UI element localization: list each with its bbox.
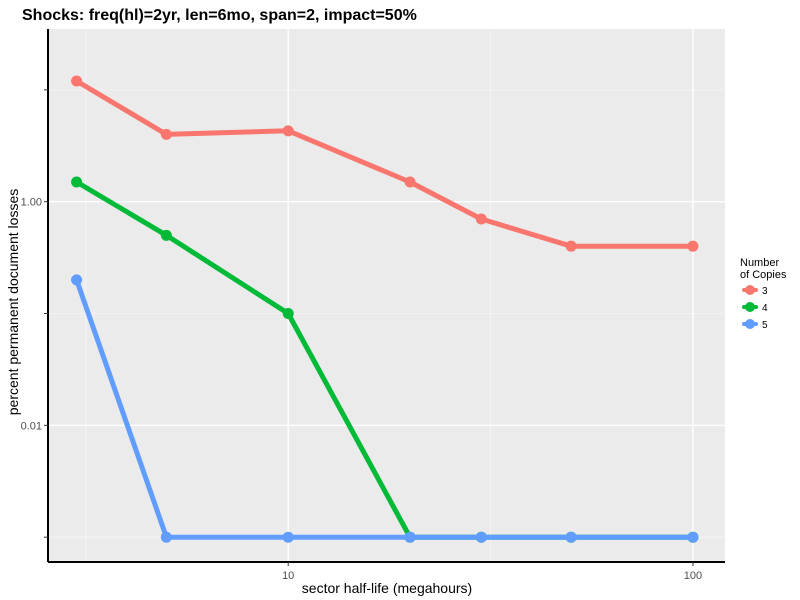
legend-key-point-5	[745, 319, 755, 329]
data-point-5	[282, 531, 294, 543]
plot-panel	[48, 29, 725, 562]
x-axis-title: sector half-life (megahours)	[302, 580, 472, 596]
chart-title: Shocks: freq(hl)=2yr, len=6mo, span=2, i…	[22, 7, 417, 24]
data-point-3	[282, 125, 294, 137]
data-point-3	[565, 240, 577, 252]
data-point-5	[565, 531, 577, 543]
legend-label-3: 3	[762, 286, 768, 297]
data-point-5	[475, 531, 487, 543]
data-point-3	[687, 240, 699, 252]
x-tick-label: 100	[684, 570, 702, 582]
data-point-4	[160, 229, 172, 241]
data-point-5	[71, 274, 83, 286]
legend-title: Number	[740, 257, 779, 269]
data-point-3	[404, 176, 416, 188]
y-tick-label: 1.00	[21, 197, 42, 209]
legend-label-4: 4	[762, 303, 768, 314]
data-point-3	[475, 213, 487, 225]
legend-title: of Copies	[740, 269, 787, 281]
data-point-4	[71, 176, 83, 188]
x-tick-label: 10	[282, 570, 294, 582]
data-point-3	[160, 128, 172, 140]
data-point-5	[687, 531, 699, 543]
data-point-5	[404, 531, 416, 543]
legend-key-point-4	[745, 302, 755, 312]
legend-label-5: 5	[762, 320, 768, 331]
data-point-3	[71, 75, 83, 87]
y-axis-title: percent permanent document losses	[5, 189, 21, 415]
legend-key-point-3	[745, 285, 755, 295]
y-tick-label: 0.01	[21, 420, 42, 432]
data-point-5	[160, 531, 172, 543]
data-point-4	[282, 308, 294, 320]
